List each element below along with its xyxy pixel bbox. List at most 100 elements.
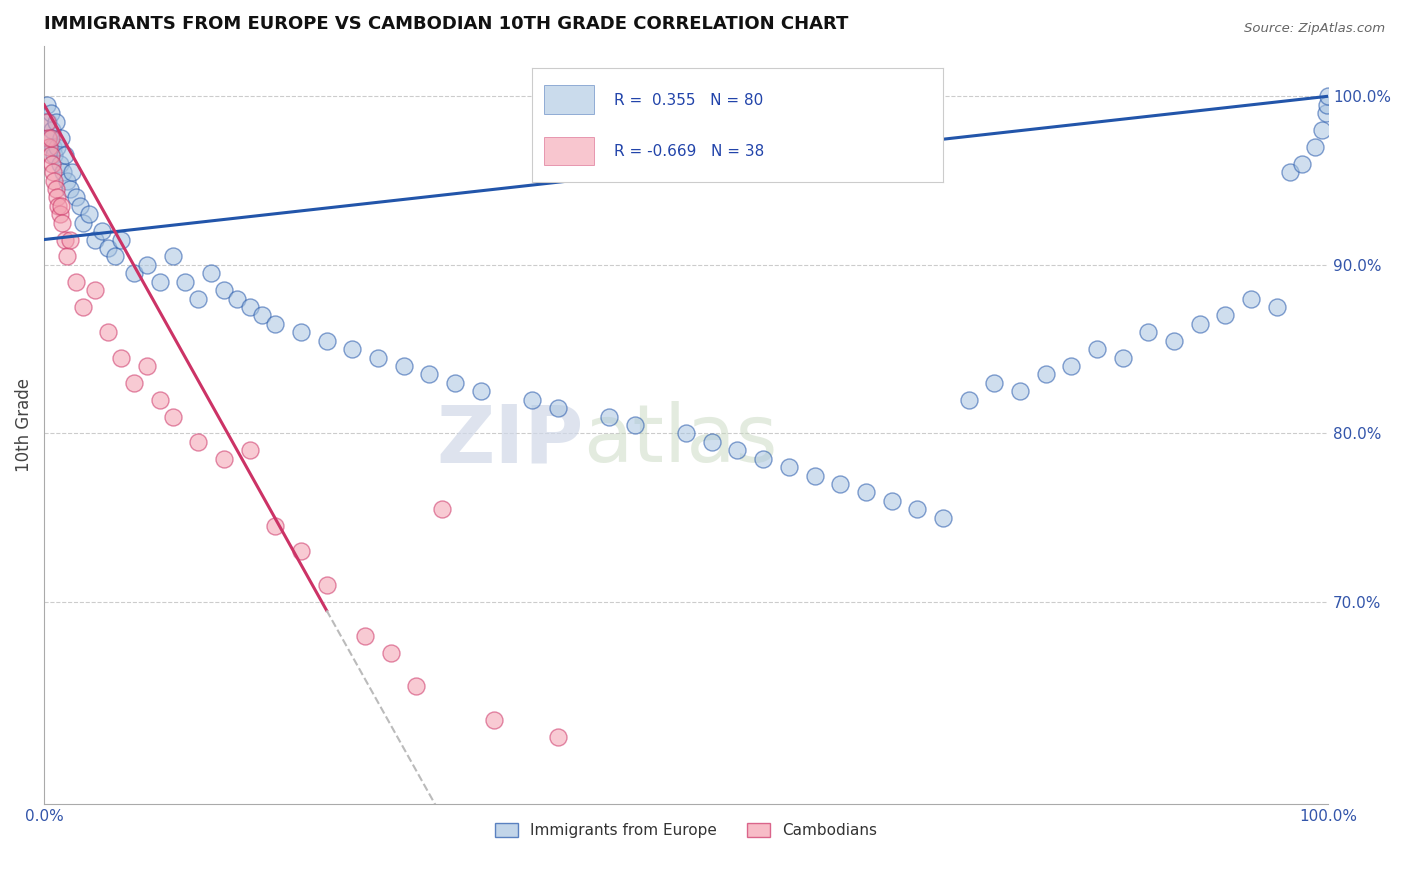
Point [104, 249, 127, 263]
Point [830, 477, 852, 491]
Point [212, 451, 235, 466]
Point [598, 409, 620, 424]
Point [162, 249, 184, 263]
Point [97, 241, 120, 255]
Point [42, 140, 65, 154]
Point [983, 376, 1005, 390]
Point [110, 351, 132, 365]
Point [84, 233, 107, 247]
Point [69, 199, 91, 213]
Point [225, 292, 247, 306]
Point [1112, 351, 1135, 365]
Point [53, 148, 76, 162]
Point [38, 140, 60, 154]
Point [1303, 140, 1326, 154]
Text: Source: ZipAtlas.com: Source: ZipAtlas.com [1244, 22, 1385, 36]
Point [35, 114, 58, 128]
Point [405, 679, 427, 693]
Point [1316, 97, 1339, 112]
Point [315, 334, 337, 348]
Point [367, 351, 389, 365]
Point [135, 258, 157, 272]
Text: IMMIGRANTS FROM EUROPE VS CAMBODIAN 10TH GRADE CORRELATION CHART: IMMIGRANTS FROM EUROPE VS CAMBODIAN 10TH… [44, 15, 848, 33]
Point [290, 325, 312, 339]
Point [315, 578, 337, 592]
Point [65, 275, 87, 289]
Point [482, 713, 505, 727]
Point [41, 156, 63, 170]
Point [72, 300, 94, 314]
Point [1315, 106, 1337, 120]
Point [187, 292, 209, 306]
Point [547, 401, 569, 416]
Text: atlas: atlas [583, 401, 778, 479]
Point [122, 266, 145, 280]
Point [37, 114, 59, 128]
Point [39, 131, 62, 145]
Point [44, 173, 66, 187]
Point [727, 443, 749, 458]
Point [65, 190, 87, 204]
Point [675, 426, 697, 441]
Point [84, 283, 107, 297]
Point [803, 468, 825, 483]
Point [162, 409, 184, 424]
Point [855, 485, 877, 500]
Point [238, 443, 260, 458]
Point [418, 368, 440, 382]
Point [39, 106, 62, 120]
Point [1035, 368, 1057, 382]
Point [752, 451, 775, 466]
Point [90, 224, 112, 238]
Point [1240, 292, 1263, 306]
Point [56, 249, 79, 263]
Point [520, 392, 543, 407]
Point [77, 207, 100, 221]
Point [1265, 300, 1288, 314]
Point [41, 123, 63, 137]
Point [264, 317, 287, 331]
Point [1008, 384, 1031, 399]
Point [444, 376, 467, 390]
Point [354, 629, 377, 643]
Point [392, 359, 415, 373]
Point [53, 233, 76, 247]
Point [72, 216, 94, 230]
Point [430, 502, 453, 516]
Point [46, 199, 69, 213]
Point [110, 233, 132, 247]
Point [39, 148, 62, 162]
Legend: Immigrants from Europe, Cambodians: Immigrants from Europe, Cambodians [486, 815, 886, 846]
Point [38, 131, 60, 145]
Point [46, 190, 69, 204]
Point [46, 140, 69, 154]
Point [51, 216, 73, 230]
Point [778, 460, 800, 475]
Point [49, 199, 72, 213]
Point [149, 275, 172, 289]
Point [59, 233, 82, 247]
Point [56, 173, 79, 187]
Point [60, 165, 83, 179]
Point [1291, 156, 1313, 170]
Point [470, 384, 492, 399]
Point [1085, 342, 1108, 356]
Point [45, 182, 67, 196]
Point [380, 646, 402, 660]
Point [42, 165, 65, 179]
Point [1310, 123, 1333, 137]
Point [252, 309, 274, 323]
Point [290, 544, 312, 558]
Point [905, 502, 928, 516]
Point [1278, 165, 1301, 179]
Point [45, 114, 67, 128]
Point [37, 131, 59, 145]
Point [44, 148, 66, 162]
Point [623, 417, 645, 432]
Point [174, 275, 197, 289]
Point [187, 434, 209, 449]
Point [48, 156, 70, 170]
Point [122, 376, 145, 390]
Point [880, 493, 903, 508]
Point [238, 300, 260, 314]
